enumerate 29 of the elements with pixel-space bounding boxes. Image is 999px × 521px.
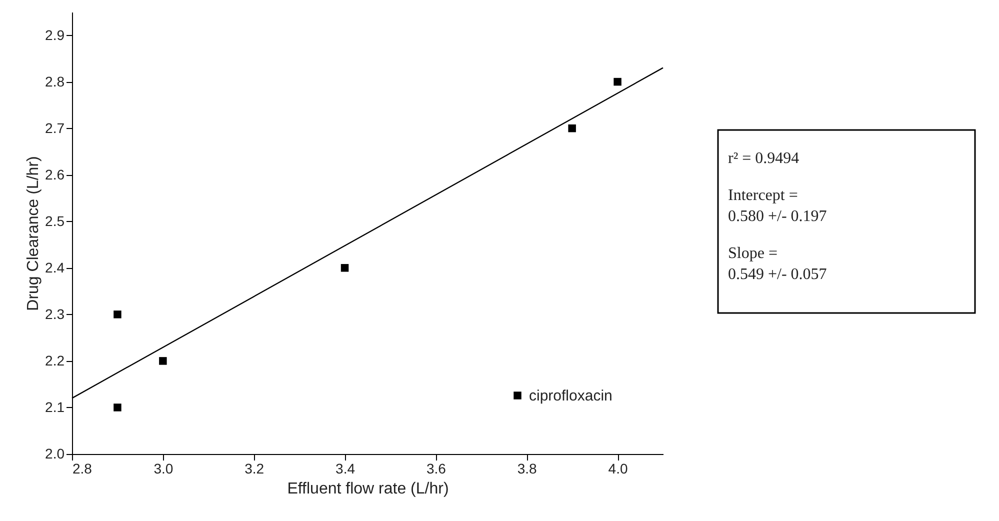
x-tick-label: 3.4	[336, 460, 356, 476]
x-tick-label: 3.6	[426, 460, 446, 476]
y-tick-label: 2.9	[45, 26, 65, 43]
y-axis-title: Drug Clearance (L/hr)	[25, 156, 42, 311]
y-tick-label: 2.5	[45, 212, 65, 229]
y-tick-label: 2.8	[45, 73, 65, 90]
y-tick-label: 2.3	[45, 306, 65, 322]
point	[114, 310, 122, 318]
text: Intercept = 0.580 +/- 0.197	[728, 187, 827, 225]
text: r² = 0.9494	[728, 150, 800, 167]
x-axis-title: Effluent flow rate (L/hr)	[287, 480, 449, 498]
point	[340, 264, 349, 272]
x-tick-label: 3.0	[154, 460, 174, 476]
y-tick-label: 2.2	[45, 352, 65, 368]
point	[159, 357, 167, 365]
y-tick-label: 2.6	[45, 166, 65, 182]
x-tick-label: 4.0	[608, 460, 628, 476]
text: Slope = 0.549 +/- 0.057	[728, 245, 827, 283]
y-tick-label: 2.1	[45, 398, 65, 415]
x-tick-label: 3.8	[517, 460, 538, 476]
x-tick-label: 3.2	[244, 460, 264, 476]
y-tick-label: 2.0	[45, 446, 65, 462]
y-tick-label: 2.7	[45, 120, 65, 136]
point	[568, 124, 576, 132]
point	[114, 404, 122, 412]
legend-label: ciprofloxacin	[529, 388, 612, 404]
x-tick-label: 2.8	[72, 460, 92, 476]
point	[614, 78, 622, 86]
y-tick-label: 2.4	[45, 259, 65, 276]
